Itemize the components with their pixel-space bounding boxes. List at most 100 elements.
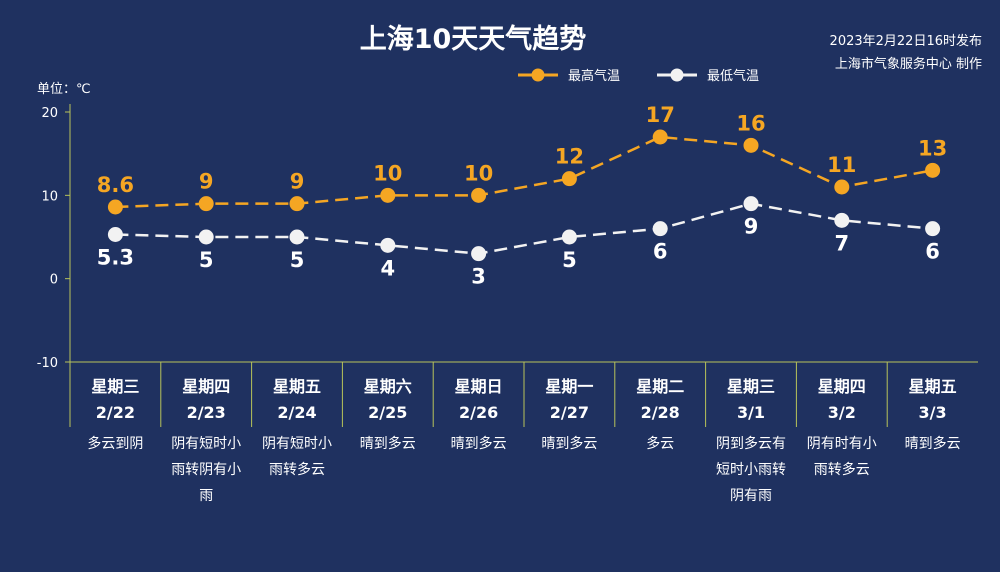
high-temp-point: [652, 129, 668, 145]
legend: 最高气温 最低气温: [518, 68, 759, 84]
high-temp-label: 12: [555, 145, 584, 169]
weather-condition-label: 阴有雨: [730, 488, 772, 504]
low-temp-point: [107, 227, 123, 242]
date-label: 2/28: [641, 403, 680, 422]
date-label: 3/2: [828, 403, 856, 422]
low-temp-point: [289, 229, 305, 245]
publisher: 上海市气象服务中心 制作: [835, 56, 982, 72]
high-temp-line: [115, 135, 933, 209]
legend-low-label: 最低气温: [707, 68, 759, 84]
weather-condition-label: 阴有时有小: [807, 436, 877, 452]
legend-item-high: 最高气温: [518, 68, 620, 84]
low-temp-label: 6: [653, 240, 668, 264]
weather-condition-label: 阴有短时小: [171, 436, 241, 452]
weekday-label: 星期四: [182, 377, 230, 396]
weather-condition-label: 晴到多云: [451, 435, 507, 452]
date-label: 2/24: [277, 403, 316, 422]
low-temp-point: [471, 246, 487, 262]
weekday-label: 星期一: [545, 377, 593, 396]
axes: 20 10 0 -10: [37, 104, 978, 427]
y-tick-label: 10: [41, 189, 58, 204]
date-label: 3/1: [737, 403, 765, 422]
y-axis-unit: 单位：℃: [37, 82, 91, 97]
weekday-label: 星期六: [364, 377, 412, 396]
low-temp-label: 5: [199, 248, 214, 272]
date-label: 2/22: [96, 403, 135, 422]
low-temp-label: 9: [744, 215, 759, 239]
low-temp-label: 4: [380, 256, 395, 280]
high-temp-point: [380, 187, 396, 203]
low-temp-label: 7: [834, 231, 849, 255]
low-temp-point: [925, 221, 941, 237]
date-label: 3/3: [919, 403, 947, 422]
low-temp-label: 5: [290, 248, 305, 272]
legend-high-marker-icon: [531, 68, 545, 82]
chart-title: 上海10天天气趋势: [360, 24, 587, 55]
low-temp-point: [652, 221, 668, 237]
legend-low-marker-icon: [670, 68, 684, 82]
publish-time: 2023年2月22日16时发布: [830, 33, 982, 49]
low-temp-label: 5.3: [97, 246, 134, 270]
high-temp-point: [471, 187, 487, 203]
low-temp-point: [561, 229, 577, 245]
low-temp-label: 6: [925, 240, 940, 264]
weekday-label: 星期二: [636, 377, 684, 396]
date-label: 2/23: [187, 403, 226, 422]
high-temp-point: [925, 162, 941, 178]
weather-condition-label: 阴有短时小: [262, 436, 332, 452]
weather-condition-label: 晴到多云: [541, 435, 597, 452]
y-tick-label: 0: [50, 273, 58, 288]
high-temp-point: [743, 137, 759, 153]
low-temp-point: [380, 237, 396, 253]
weather-condition-label: 阴到多云有: [716, 435, 786, 452]
y-tick-label: 20: [41, 106, 58, 121]
weekday-label: 星期三: [727, 377, 775, 396]
low-temp-point: [198, 229, 214, 245]
weekday-label: 星期日: [455, 377, 503, 396]
y-tick-label: -10: [37, 356, 58, 371]
weather-condition-label: 多云: [646, 435, 674, 452]
high-temp-point: [107, 199, 123, 215]
legend-item-low: 最低气温: [657, 68, 759, 84]
weather-condition-label: 雨转多云: [269, 461, 325, 478]
weekday-label: 星期五: [273, 377, 321, 396]
high-temp-label: 8.6: [97, 173, 134, 197]
high-temp-label: 9: [199, 170, 214, 194]
high-temp-label: 10: [373, 161, 402, 185]
high-temp-label: 16: [736, 111, 765, 135]
date-label: 2/27: [550, 403, 589, 422]
series-points: [107, 129, 941, 262]
low-temp-label: 5: [562, 248, 577, 272]
high-temp-label: 13: [918, 136, 947, 160]
weekday-label: 星期五: [909, 377, 957, 396]
high-temp-label: 9: [290, 170, 305, 194]
weather-condition-label: 多云到阴: [87, 435, 143, 452]
low-temp-line: [115, 202, 933, 255]
low-temp-point: [834, 212, 850, 228]
weather-condition-label: 短时小雨转: [716, 462, 786, 478]
weather-condition-label: 雨转阴有小: [171, 462, 241, 478]
weather-condition-label: 雨转多云: [814, 461, 870, 478]
weather-condition-label: 雨: [199, 488, 213, 504]
value-labels: 8.6 9 9 10 10 12 17 16 11 13 5.3 5 5 4 3 5 6 9 7 6: [97, 103, 947, 289]
weekday-label: 星期三: [91, 377, 139, 396]
low-temp-label: 3: [471, 265, 486, 289]
weather-condition-label: 晴到多云: [905, 435, 961, 452]
date-label: 2/25: [368, 403, 407, 422]
series-lines: [115, 135, 933, 255]
high-temp-label: 10: [464, 161, 493, 185]
high-temp-label: 17: [646, 103, 675, 127]
low-temp-point: [743, 196, 759, 212]
date-label: 2/26: [459, 403, 498, 422]
high-temp-point: [289, 196, 305, 212]
high-temp-point: [834, 179, 850, 195]
high-temp-label: 11: [827, 153, 856, 177]
legend-high-label: 最高气温: [568, 68, 620, 84]
high-temp-point: [561, 171, 577, 187]
high-temp-point: [198, 196, 214, 212]
weekday-label: 星期四: [818, 377, 866, 396]
weather-condition-label: 晴到多云: [360, 435, 416, 452]
